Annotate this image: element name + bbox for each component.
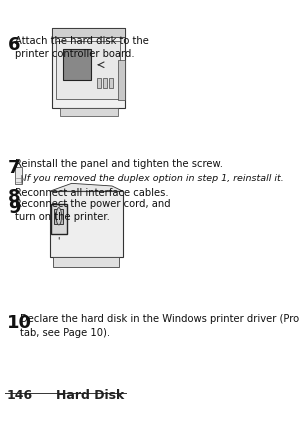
Polygon shape	[50, 183, 123, 191]
Bar	[63, 49, 91, 80]
Bar	[103, 79, 107, 88]
Bar	[60, 108, 118, 116]
Bar	[15, 167, 22, 184]
Text: 10: 10	[7, 314, 32, 332]
Text: If you removed the duplex option in step 1, reinstall it.: If you removed the duplex option in step…	[24, 174, 284, 183]
Circle shape	[56, 208, 62, 225]
Text: 8: 8	[8, 188, 20, 206]
Bar	[54, 209, 63, 224]
Text: 6: 6	[8, 36, 20, 54]
Text: 7: 7	[8, 159, 20, 177]
Bar	[109, 79, 112, 88]
Bar	[56, 40, 120, 99]
Bar	[50, 191, 123, 257]
Bar	[53, 257, 119, 267]
Text: Declare the hard disk in the Windows printer driver (Properties/Configure
tab, s: Declare the hard disk in the Windows pri…	[20, 314, 300, 338]
Bar	[118, 60, 125, 100]
Text: 146: 146	[7, 388, 33, 402]
Polygon shape	[22, 175, 23, 184]
Text: Attach the hard disk to the
printer controller board.: Attach the hard disk to the printer cont…	[15, 36, 149, 60]
Text: 9: 9	[8, 199, 20, 217]
Bar	[98, 79, 101, 88]
Text: Reconnect the power cord, and
turn on the printer.: Reconnect the power cord, and turn on th…	[15, 199, 171, 222]
Bar	[51, 204, 67, 234]
Text: Reinstall the panel and tighten the screw.: Reinstall the panel and tighten the scre…	[15, 159, 223, 170]
Text: Hard Disk: Hard Disk	[56, 388, 124, 402]
Bar	[52, 28, 125, 37]
Bar	[52, 28, 125, 108]
Text: Reconnect all interface cables.: Reconnect all interface cables.	[15, 188, 169, 198]
